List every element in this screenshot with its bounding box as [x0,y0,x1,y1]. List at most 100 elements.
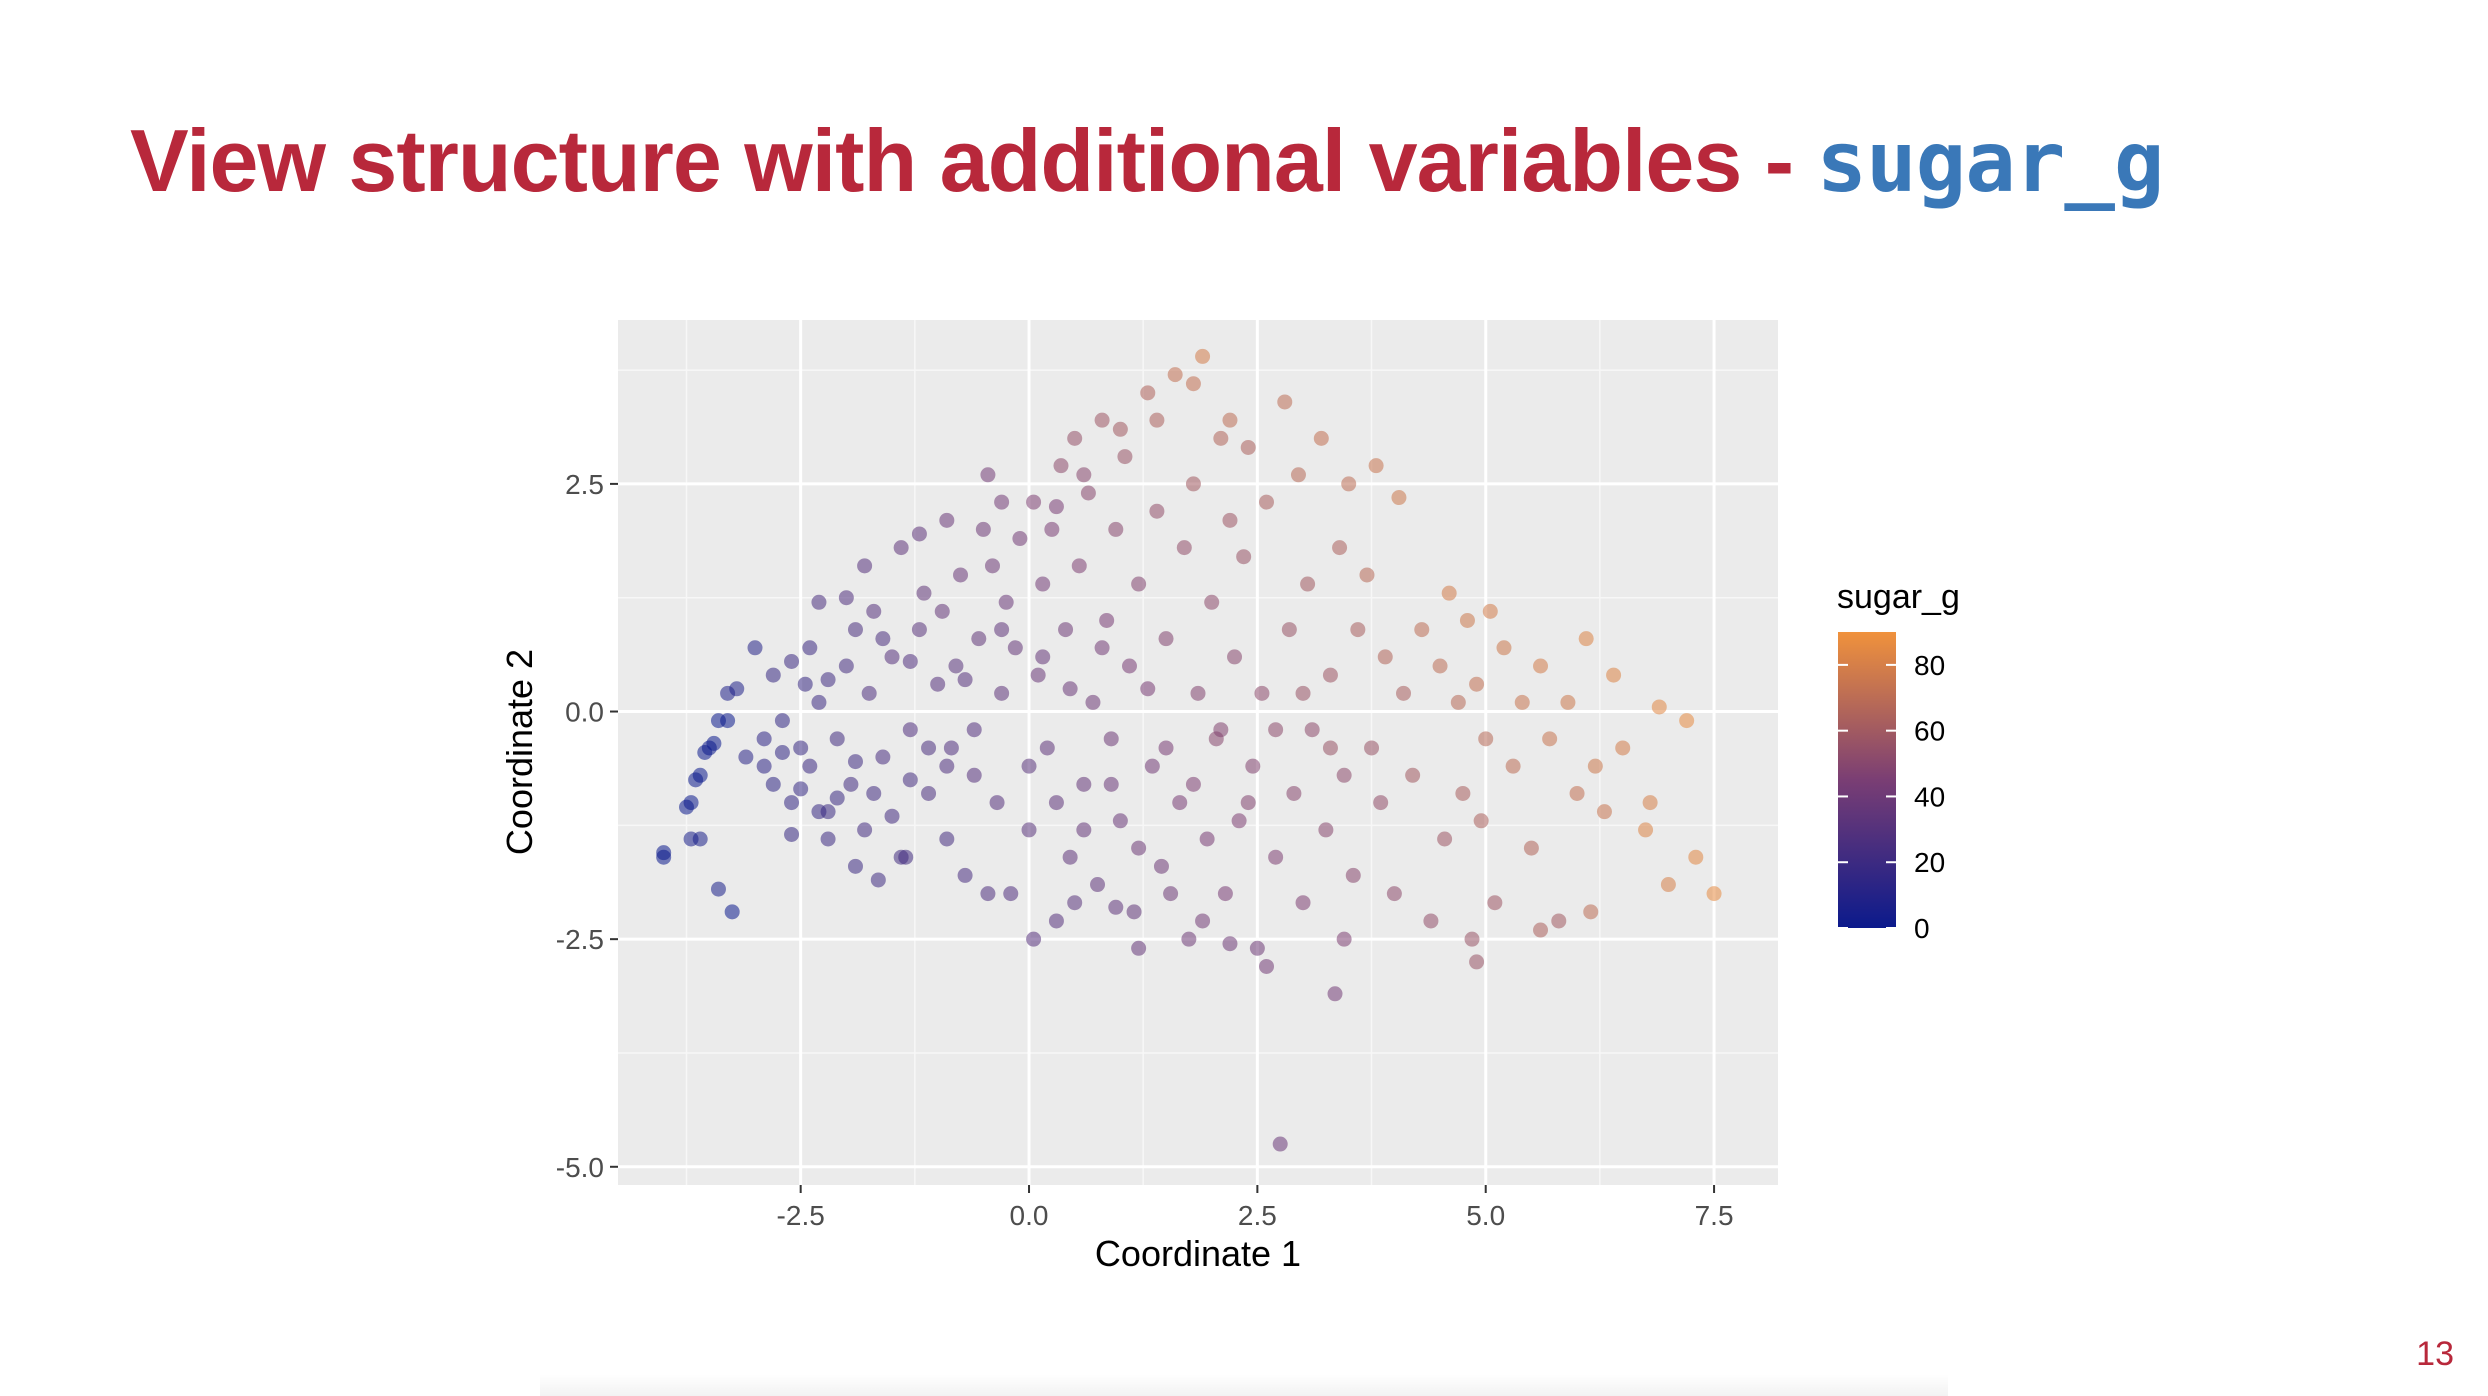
data-point [1149,412,1165,428]
data-point [994,685,1010,701]
legend-tick-label: 0 [1914,913,1930,944]
data-point [1112,421,1128,437]
data-point [838,590,854,606]
data-point [902,722,918,738]
data-point [1094,640,1110,656]
data-point [1185,476,1201,492]
data-point [1131,576,1147,592]
data-point [1236,549,1252,565]
data-point [1035,649,1051,665]
slide-title-text: View structure with additional variables… [130,111,1817,210]
data-point [802,640,818,656]
data-point [1039,740,1055,756]
data-point [747,640,763,656]
data-point [820,831,836,847]
data-point [1076,822,1092,838]
data-point [1085,694,1101,710]
data-point [1062,681,1078,697]
data-point [1048,913,1064,929]
data-point [921,740,937,756]
data-point [1414,622,1430,638]
data-point [1281,622,1297,638]
legend-ticks: 0 20 40 60 80 [1838,650,1945,944]
data-point [1231,813,1247,829]
data-point [1396,685,1412,701]
data-point [1533,658,1549,674]
data-point [765,667,781,683]
data-point [1459,612,1475,628]
data-point [1131,940,1147,956]
data-point [893,849,909,865]
data-point [1213,430,1229,446]
slide-title: View structure with additional variables… [130,110,2165,212]
data-point [1364,740,1380,756]
legend-tick-label: 40 [1914,781,1945,812]
data-point [1167,367,1183,383]
data-point [797,676,813,692]
data-point [1026,931,1042,947]
data-point [939,831,955,847]
data-point [1140,385,1156,401]
y-tick-label: 0.0 [565,697,604,728]
data-point [998,594,1014,610]
y-tick-label: -2.5 [556,924,604,955]
data-point [1300,576,1316,592]
data-point [948,658,964,674]
data-point [1638,822,1654,838]
data-point [1021,758,1037,774]
data-point [1688,849,1704,865]
data-point [1272,1136,1288,1152]
data-point [1441,585,1457,601]
data-point [1048,795,1064,811]
data-point [1551,913,1567,929]
data-point [1094,412,1110,428]
data-point [820,672,836,688]
data-point [1560,694,1576,710]
data-point [811,804,827,820]
data-point [1295,895,1311,911]
data-point [943,740,959,756]
data-point [1190,685,1206,701]
data-point [1185,376,1201,392]
data-point [1012,531,1028,547]
grid-lines [618,320,1778,1185]
data-point [989,795,1005,811]
data-point [1131,840,1147,856]
data-point [902,772,918,788]
data-point [847,858,863,874]
data-point [1391,490,1407,506]
legend-tick-label: 80 [1914,650,1945,681]
data-point [1222,512,1238,528]
data-point [710,881,726,897]
data-point [893,540,909,556]
data-point [1350,622,1366,638]
data-point [1450,694,1466,710]
data-point [1373,795,1389,811]
data-point [729,681,745,697]
data-point [1318,822,1334,838]
data-point [866,785,882,801]
data-point [679,799,695,815]
data-point [1245,758,1261,774]
data-point [1487,895,1503,911]
data-point [1473,813,1489,829]
data-point [811,694,827,710]
data-point [1227,649,1243,665]
data-point [966,767,982,783]
data-point [1117,449,1133,465]
data-point [1469,676,1485,692]
data-point [838,658,854,674]
data-point [1099,612,1115,628]
data-point [1026,494,1042,510]
data-point [934,603,950,619]
data-point [1432,658,1448,674]
data-point [765,776,781,792]
data-point [1067,430,1083,446]
data-point [1222,412,1238,428]
data-point [774,713,790,729]
data-point [1587,758,1603,774]
data-point [829,790,845,806]
legend-colorbar [1838,632,1896,928]
data-point [1322,740,1338,756]
data-point [1044,521,1060,537]
